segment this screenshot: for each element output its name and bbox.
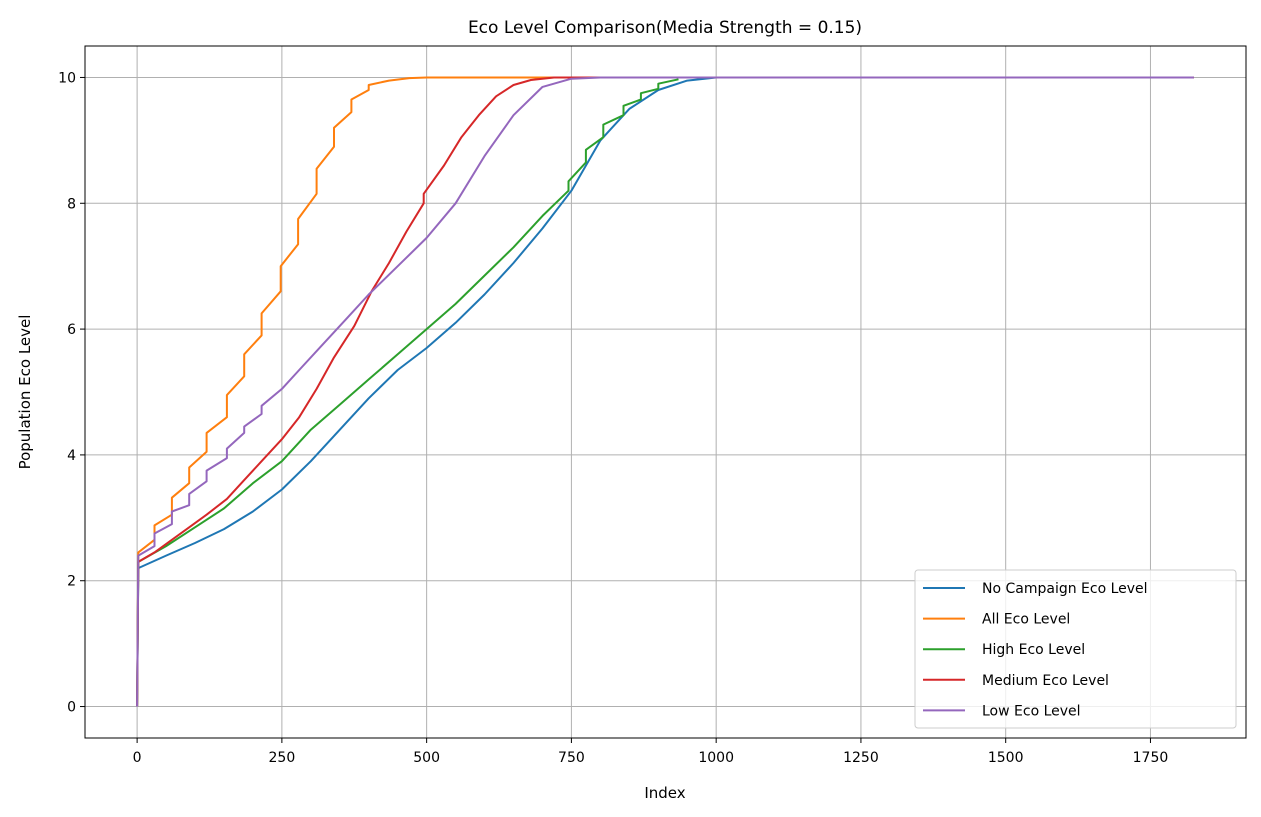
series-line-low-eco-level	[136, 76, 1194, 707]
legend-label-all-eco-level: All Eco Level	[982, 612, 1070, 628]
x-tick-label: 1250	[843, 750, 879, 766]
y-tick-label: 10	[58, 70, 76, 86]
y-tick-label: 8	[67, 196, 76, 212]
legend-box	[914, 569, 1237, 729]
y-tick-label: 6	[67, 322, 76, 338]
legend-label-medium-eco-level: Medium Eco Level	[982, 673, 1109, 689]
legend: No Campaign Eco Level All Eco Level High E…	[914, 569, 1237, 729]
y-tick-label: 2	[67, 574, 76, 590]
y-axis-title: Population Eco Level	[16, 315, 34, 470]
y-axis-ticks: 0 2 4 6 8 10	[58, 70, 85, 716]
plot-frame	[84, 45, 1247, 739]
chart-title: Eco Level Comparison(Media Strength = 0.…	[468, 18, 862, 38]
x-tick-label: 1500	[988, 750, 1024, 766]
x-axis-title: Index	[644, 784, 685, 802]
series-line-medium-eco-level	[136, 76, 1194, 707]
legend-label-low-eco-level: Low Eco Level	[982, 703, 1081, 719]
x-tick-label: 1000	[698, 750, 734, 766]
y-tick-label: 0	[67, 700, 76, 716]
series-line-high-eco-level	[136, 78, 679, 707]
legend-label-high-eco-level: High Eco Level	[982, 642, 1085, 658]
x-tick-label: 750	[558, 750, 585, 766]
series-line-no-campaign-eco-level	[136, 76, 1194, 707]
plot-lines	[136, 76, 1194, 707]
x-tick-label: 250	[269, 750, 296, 766]
legend-label-no-campaign-eco-level: No Campaign Eco Level	[982, 581, 1148, 597]
x-tick-label: 500	[413, 750, 440, 766]
x-tick-label: 0	[133, 750, 142, 766]
y-tick-label: 4	[67, 448, 76, 464]
x-tick-label: 1750	[1133, 750, 1169, 766]
series-line-all-eco-level	[136, 76, 1194, 707]
x-axis-ticks: 0 250 500 750 1000 1250 1500 1750	[133, 738, 1169, 766]
